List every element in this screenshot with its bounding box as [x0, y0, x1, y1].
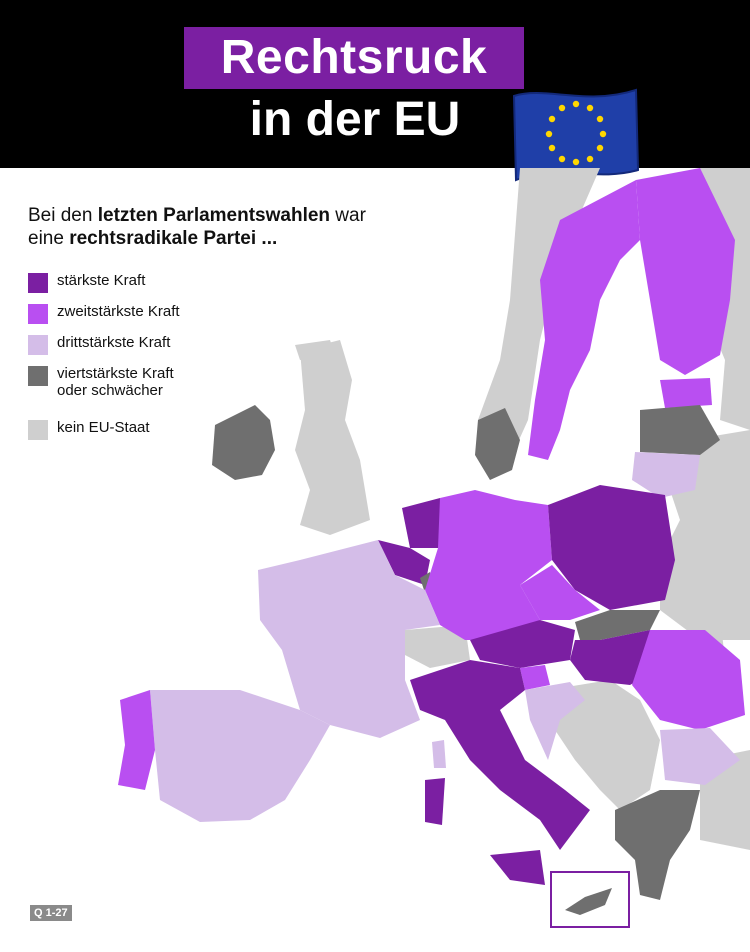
legend-label: kein EU-Staat [57, 419, 150, 436]
country-corsica [432, 740, 446, 768]
country-slovenia [520, 665, 550, 690]
footer-code: Q 1-27 [30, 905, 72, 921]
title-line-1: Rechtsruck [184, 27, 524, 89]
legend-swatch-non-eu [28, 420, 48, 440]
country-portugal [118, 690, 155, 790]
country-france [258, 540, 440, 738]
country-greece [615, 790, 700, 900]
legend-swatch-first [28, 273, 48, 293]
country-balkans [548, 680, 660, 810]
country-finland [636, 168, 735, 375]
legend-label: viertstärkste Kraft oder schwächer [57, 365, 174, 399]
country-latvia [640, 405, 720, 455]
country-romania [632, 630, 745, 730]
europe-map [118, 168, 750, 928]
country-belgium [378, 540, 430, 585]
country-germany [425, 490, 552, 640]
legend-item-third: drittstärkste Kraft [28, 334, 288, 355]
legend-item-non-eu: kein EU-Staat [28, 419, 288, 440]
country-cyprus [565, 888, 612, 915]
intro-text: Bei den letzten Parlamentswahlen war ein… [28, 205, 366, 249]
country-ireland [212, 405, 275, 480]
country-austria [470, 620, 575, 668]
legend-item-first: stärkste Kraft [28, 272, 288, 293]
legend-item-fourth: viertstärkste Kraft oder schwächer [28, 365, 288, 399]
legend-swatch-fourth [28, 366, 48, 386]
legend-item-second: zweitstärkste Kraft [28, 303, 288, 324]
country-sweden [528, 180, 640, 460]
country-denmark [475, 408, 520, 480]
legend-swatch-second [28, 304, 48, 324]
country-slovakia [575, 610, 660, 640]
country-norway [478, 168, 600, 460]
country-sardinia [425, 778, 445, 825]
country-poland [548, 485, 675, 610]
legend-swatch-third [28, 335, 48, 355]
legend-label: zweitstärkste Kraft [57, 303, 180, 320]
country-italy [410, 660, 590, 850]
country-netherlands [402, 498, 448, 548]
country-croatia [525, 682, 585, 760]
country-estonia [660, 378, 712, 408]
country-iceland [295, 340, 335, 360]
country-uk [295, 340, 370, 535]
legend-label: stärkste Kraft [57, 272, 146, 289]
country-bulgaria [660, 728, 740, 785]
country-sicily [490, 850, 545, 885]
legend-label: drittstärkste Kraft [57, 334, 171, 351]
country-lithuania [632, 452, 700, 498]
cyprus-inset-frame [550, 871, 630, 928]
title-line-2: in der EU [249, 93, 461, 146]
country-czech [520, 565, 600, 620]
country-spain [150, 690, 330, 822]
country-switzerland [405, 625, 470, 668]
legend: stärkste Kraft zweitstärkste Kraft dritt… [28, 272, 288, 450]
